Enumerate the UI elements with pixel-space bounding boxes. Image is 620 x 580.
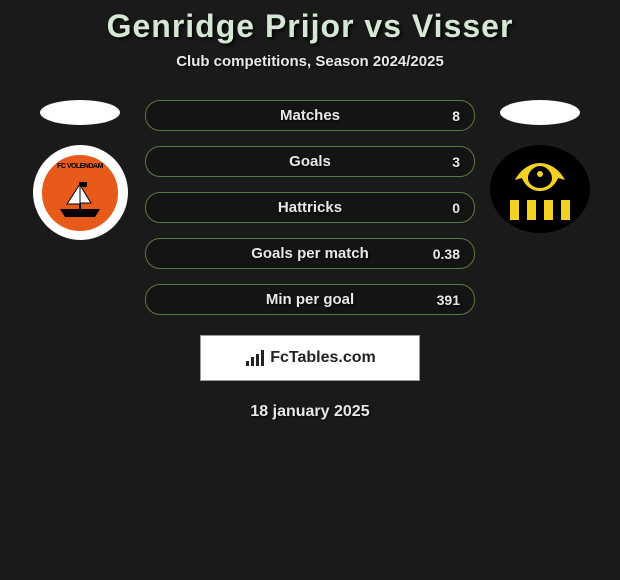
eagle-icon — [510, 158, 570, 198]
right-player-col — [480, 100, 600, 233]
stat-row-matches: Matches 8 — [145, 100, 475, 131]
stat-label: Min per goal — [266, 291, 354, 308]
date-text: 18 january 2025 — [0, 403, 620, 421]
stat-right-value: 0.38 — [433, 246, 460, 262]
stats-col: Matches 8 Goals 3 Hattricks 0 Goals per … — [140, 100, 480, 315]
comparison-card: Genridge Prijor vs Visser Club competiti… — [0, 0, 620, 421]
club-badge-vitesse — [490, 145, 590, 233]
stat-right-value: 0 — [452, 200, 460, 216]
vitesse-shield — [498, 150, 583, 228]
player-silhouette-left — [40, 100, 120, 125]
stat-row-hattricks: Hattricks 0 — [145, 192, 475, 223]
stat-row-min-per-goal: Min per goal 391 — [145, 284, 475, 315]
page-title: Genridge Prijor vs Visser — [0, 8, 620, 45]
brand-box[interactable]: FcTables.com — [200, 335, 420, 381]
boat-icon — [55, 179, 105, 219]
left-player-col: FC VOLENDAM — [20, 100, 140, 240]
stat-label: Goals per match — [251, 245, 369, 262]
stat-row-goals-per-match: Goals per match 0.38 — [145, 238, 475, 269]
stat-label: Goals — [289, 153, 331, 170]
stat-label: Matches — [280, 107, 340, 124]
stat-right-value: 3 — [452, 154, 460, 170]
stat-right-value: 8 — [452, 108, 460, 124]
volendam-badge-text: FC VOLENDAM — [42, 163, 118, 170]
subtitle: Club competitions, Season 2024/2025 — [0, 53, 620, 70]
chart-icon — [244, 349, 266, 367]
club-badge-volendam: FC VOLENDAM — [33, 145, 128, 240]
brand-text: FcTables.com — [270, 349, 376, 367]
stat-right-value: 391 — [437, 292, 460, 308]
volendam-badge-inner: FC VOLENDAM — [39, 152, 121, 234]
stat-row-goals: Goals 3 — [145, 146, 475, 177]
stat-label: Hattricks — [278, 199, 342, 216]
content-row: FC VOLENDAM Matches 8 G — [0, 100, 620, 315]
vitesse-stripes — [510, 200, 570, 220]
player-silhouette-right — [500, 100, 580, 125]
